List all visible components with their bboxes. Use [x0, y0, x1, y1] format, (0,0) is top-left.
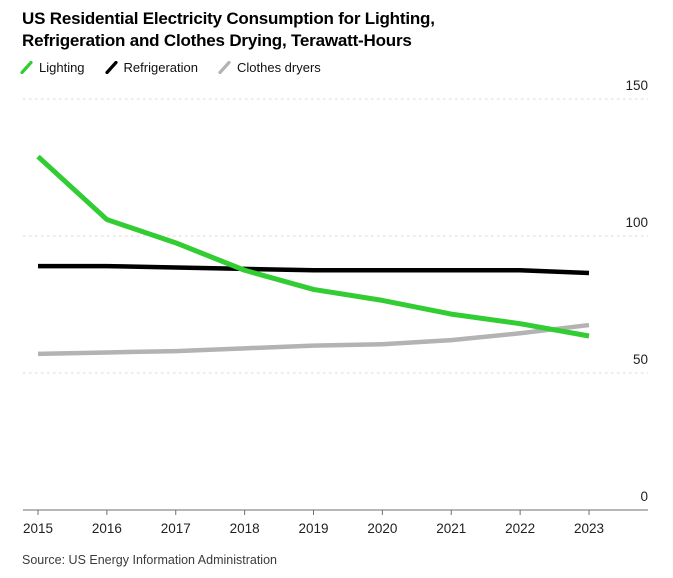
legend-item-lighting: Lighting	[20, 60, 85, 75]
source-note: Source: US Energy Information Administra…	[22, 553, 277, 567]
legend-label-clothes-dryers: Clothes dryers	[236, 60, 321, 75]
refrigeration-swatch-icon	[104, 61, 118, 74]
legend-label-refrigeration: Refrigeration	[123, 60, 198, 75]
x-axis-label-2019: 2019	[298, 521, 329, 536]
x-axis-label-2015: 2015	[22, 521, 54, 536]
y-axis-label-0: 0	[640, 489, 648, 504]
chart-legend: Lighting Refrigeration Clothes dryers	[20, 60, 321, 75]
x-axis-label-2021: 2021	[436, 521, 467, 536]
series-line-clothes-dryers	[37, 322, 590, 357]
y-axis-label-100: 100	[625, 215, 648, 230]
clothes-dryers-swatch-icon	[218, 61, 231, 74]
y-axis-label-50: 50	[632, 352, 648, 367]
x-axis-label-2020: 2020	[367, 521, 398, 536]
chart-title-line1: US Residential Electricity Consumption f…	[22, 9, 435, 28]
chart-title-line2: Refrigeration and Clothes Drying, Terawa…	[22, 31, 412, 50]
legend-item-clothes-dryers: Clothes dryers	[218, 60, 321, 75]
lighting-swatch-icon	[20, 61, 33, 74]
x-axis-label-2017: 2017	[160, 521, 191, 536]
series-line-refrigeration	[38, 263, 590, 276]
x-axis-label-2018: 2018	[229, 521, 260, 536]
series-line-lighting	[36, 154, 590, 339]
legend-item-refrigeration: Refrigeration	[104, 60, 198, 75]
x-axis-label-2023: 2023	[573, 521, 605, 536]
legend-label-lighting: Lighting	[39, 60, 85, 75]
chart-title: US Residential Electricity Consumption f…	[22, 8, 435, 52]
x-axis-label-2016: 2016	[91, 521, 122, 536]
x-axis-label-2022: 2022	[505, 521, 536, 536]
y-axis-label-150: 150	[625, 78, 648, 93]
